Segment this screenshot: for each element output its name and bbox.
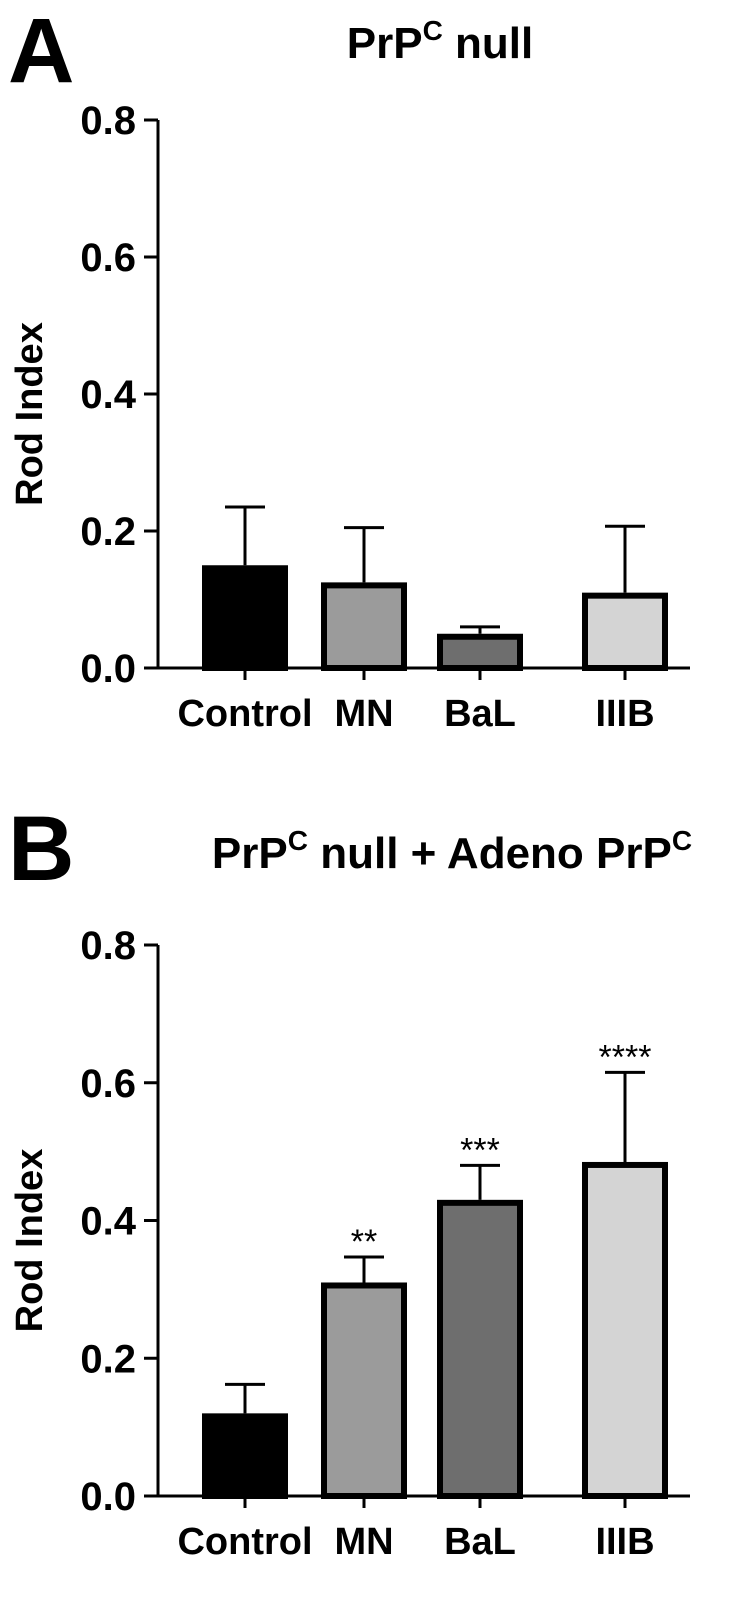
chart-title-b: PrPC null + Adeno PrPC: [212, 825, 692, 878]
x-tick-label-control: Control: [177, 693, 312, 735]
x-tick-label-bal: BaL: [444, 693, 516, 735]
y-tick-label: 0.2: [80, 510, 136, 554]
y-axis-label-b: Rod Index: [9, 1149, 51, 1333]
chart-title-a: PrPC null: [347, 15, 534, 68]
y-tick-label: 0.0: [80, 1475, 136, 1519]
significance-label-bal: ***: [460, 1131, 500, 1169]
bar-control: [202, 1413, 288, 1499]
bar-control: [202, 565, 288, 671]
title-superscript: C: [288, 825, 308, 856]
bar-bal: [437, 633, 523, 671]
y-tick-label: 0.2: [80, 1337, 136, 1381]
x-tick-label-mn: MN: [334, 1521, 393, 1563]
bar-iiib: [582, 1161, 668, 1499]
chart-panel-a: A PrPC null Rod Index Control MN BaL IIIB 0.0 0.…: [0, 0, 741, 780]
y-tick-label: 0.0: [80, 647, 136, 691]
bar-mn: [321, 582, 407, 671]
x-tick-label-bal: BaL: [444, 1521, 516, 1563]
x-tick-label-mn: MN: [334, 693, 393, 735]
title-text-part: null + Adeno PrP: [308, 829, 672, 878]
y-axis-label-a: Rod Index: [9, 322, 51, 506]
bar-mn: [321, 1282, 407, 1499]
bar-bal: [437, 1199, 523, 1499]
title-text-part: PrP: [212, 829, 288, 878]
chart-panel-b: B PrPC null + Adeno PrPC Rod Index Control *…: [0, 800, 741, 1599]
title-superscript: C: [672, 825, 692, 856]
significance-label-iiib: ****: [599, 1038, 652, 1076]
significance-label-mn: **: [351, 1223, 377, 1261]
y-tick-label: 0.4: [80, 373, 136, 417]
x-tick-label-control: Control: [177, 1521, 312, 1563]
title-text-part: PrP: [347, 19, 423, 68]
title-text-part: null: [443, 19, 533, 68]
bar-iiib: [582, 592, 668, 672]
y-tick-label: 0.6: [80, 1062, 136, 1106]
panel-label-b: B: [8, 800, 74, 900]
x-tick-label-iiib: IIIB: [595, 1521, 654, 1563]
y-tick-label: 0.4: [80, 1200, 136, 1244]
y-tick-label: 0.6: [80, 236, 136, 280]
chart-a-svg: A PrPC null Rod Index Control MN BaL IIIB 0.0 0.…: [8, 0, 690, 735]
panel-label-a: A: [8, 0, 74, 102]
y-tick-label: 0.8: [80, 924, 136, 968]
x-tick-label-iiib: IIIB: [595, 693, 654, 735]
title-superscript: C: [423, 15, 443, 46]
y-tick-label: 0.8: [80, 99, 136, 143]
